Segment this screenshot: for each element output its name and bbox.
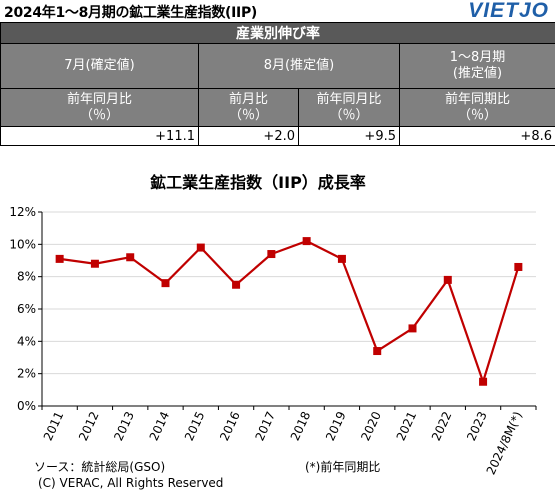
- group-header-august: 8月(推定値): [198, 43, 400, 89]
- x-tick-label: 2016: [217, 409, 243, 443]
- source-note: ソース：統計総局(GSO): [34, 460, 166, 474]
- value-aug-yoy: +9.5: [298, 126, 400, 146]
- x-tick-label: 2018: [288, 409, 314, 443]
- subheader-yoy-month: 前年同月比 （％）: [0, 88, 199, 127]
- vietjo-logo: VIETJO: [468, 0, 549, 22]
- data-point: [267, 250, 276, 259]
- data-point: [408, 324, 417, 333]
- data-point: [196, 243, 205, 252]
- value-aug-mom: +2.0: [198, 126, 299, 146]
- data-point: [161, 279, 170, 288]
- axes: [38, 211, 537, 410]
- x-tick-label: 2021: [394, 409, 420, 443]
- x-tick-label: 2015: [182, 409, 208, 443]
- grid-lines: [42, 211, 536, 375]
- table-caption: 産業別伸び率: [0, 22, 555, 44]
- series-line: [59, 239, 520, 386]
- data-point: [302, 237, 311, 246]
- x-tick-label: 2013: [111, 409, 137, 443]
- y-tick-label: 4%: [17, 334, 36, 348]
- iip-growth-chart: 鉱工業生産指数（IIP）成長率 0% 2% 4% 6% 8% 10% 12% 2011 201…: [9, 173, 537, 477]
- footnote: (*)前年同期比: [305, 460, 381, 474]
- x-tick-label: 2022: [429, 409, 455, 443]
- y-tick-label: 2%: [17, 367, 36, 381]
- y-tick-label: 8%: [17, 270, 36, 284]
- value-july-yoy: +11.1: [0, 126, 199, 146]
- x-tick-label: 2017: [252, 409, 278, 443]
- data-point: [443, 275, 452, 284]
- subheader-yoy-month-aug: 前年同月比 （％）: [298, 88, 400, 127]
- data-point: [479, 377, 488, 386]
- x-tick-label: 2020: [358, 409, 384, 443]
- copyright: (C) VERAC, All Rights Reserved: [38, 476, 224, 490]
- group-header-jan-aug: 1〜8月期 (推定値): [399, 43, 555, 89]
- data-point: [90, 259, 99, 268]
- data-point: [514, 262, 523, 271]
- x-tick-label: 2012: [76, 409, 102, 443]
- y-axis-tick-labels: 0% 2% 4% 6% 8% 10% 12%: [9, 205, 36, 413]
- data-point: [232, 280, 241, 289]
- data-point: [55, 254, 64, 263]
- x-tick-label: 2011: [41, 409, 67, 443]
- y-tick-label: 10%: [9, 237, 36, 251]
- x-tick-label: 2019: [323, 409, 349, 443]
- y-tick-label: 12%: [9, 205, 36, 219]
- data-point: [337, 254, 346, 263]
- x-tick-label: 2023: [464, 409, 490, 443]
- x-tick-label: 2014: [147, 409, 173, 443]
- value-jan-aug-yoy: +8.6: [399, 126, 555, 146]
- growth-series: [55, 237, 523, 386]
- data-point: [126, 253, 135, 262]
- x-tick-label: 2024/8M(*): [484, 409, 525, 476]
- subheader-mom: 前月比 （％）: [198, 88, 299, 127]
- data-point: [373, 347, 382, 356]
- subheader-yoy-period: 前年同期比 （％）: [399, 88, 555, 127]
- y-tick-label: 0%: [17, 399, 36, 413]
- group-header-july: 7月(確定値): [0, 43, 199, 89]
- y-tick-label: 6%: [17, 302, 36, 316]
- growth-rate-table: 産業別伸び率 7月(確定値) 8月(推定値) 1〜8月期 (推定値) 前年同月比…: [0, 22, 555, 146]
- page-title: 2024年1〜8月期の鉱工業生産指数(IIP): [4, 5, 258, 21]
- chart-title: 鉱工業生産指数（IIP）成長率: [150, 173, 366, 192]
